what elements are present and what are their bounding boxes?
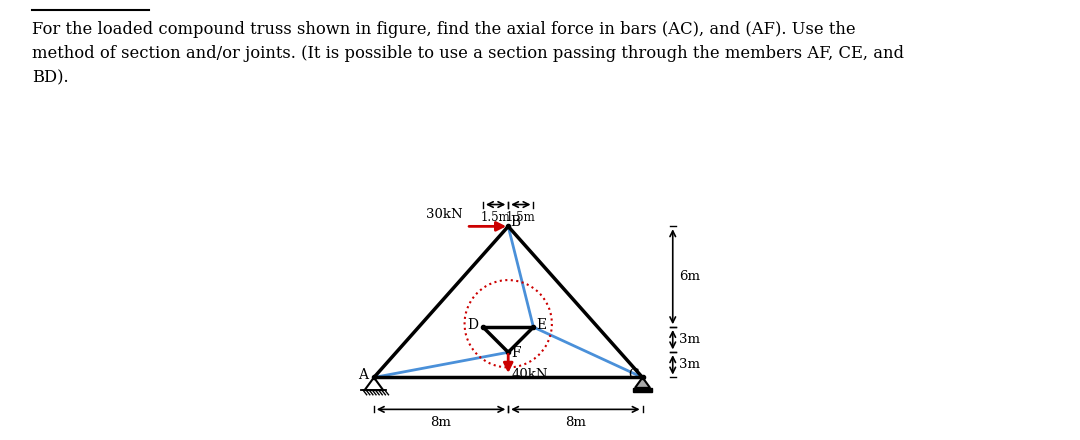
Text: E: E [537, 318, 546, 332]
Polygon shape [635, 378, 650, 388]
Bar [633, 388, 651, 392]
Text: A: A [357, 368, 368, 382]
Text: 8m: 8m [565, 416, 585, 429]
Text: 1.5m: 1.5m [505, 211, 536, 224]
Text: D: D [468, 318, 478, 332]
Text: 3m: 3m [678, 359, 700, 371]
Text: 1.5m: 1.5m [481, 211, 511, 224]
Text: C: C [627, 368, 638, 382]
Text: 6m: 6m [678, 270, 700, 283]
Text: 8m: 8m [431, 416, 451, 429]
Text: B: B [511, 215, 521, 229]
Text: 30kN: 30kN [427, 208, 463, 221]
Text: F: F [511, 346, 521, 360]
Text: For the loaded compound truss shown in figure, find the axial force in bars (AC): For the loaded compound truss shown in f… [32, 21, 904, 86]
Text: 40kN: 40kN [512, 368, 548, 381]
Text: 3m: 3m [678, 333, 700, 346]
